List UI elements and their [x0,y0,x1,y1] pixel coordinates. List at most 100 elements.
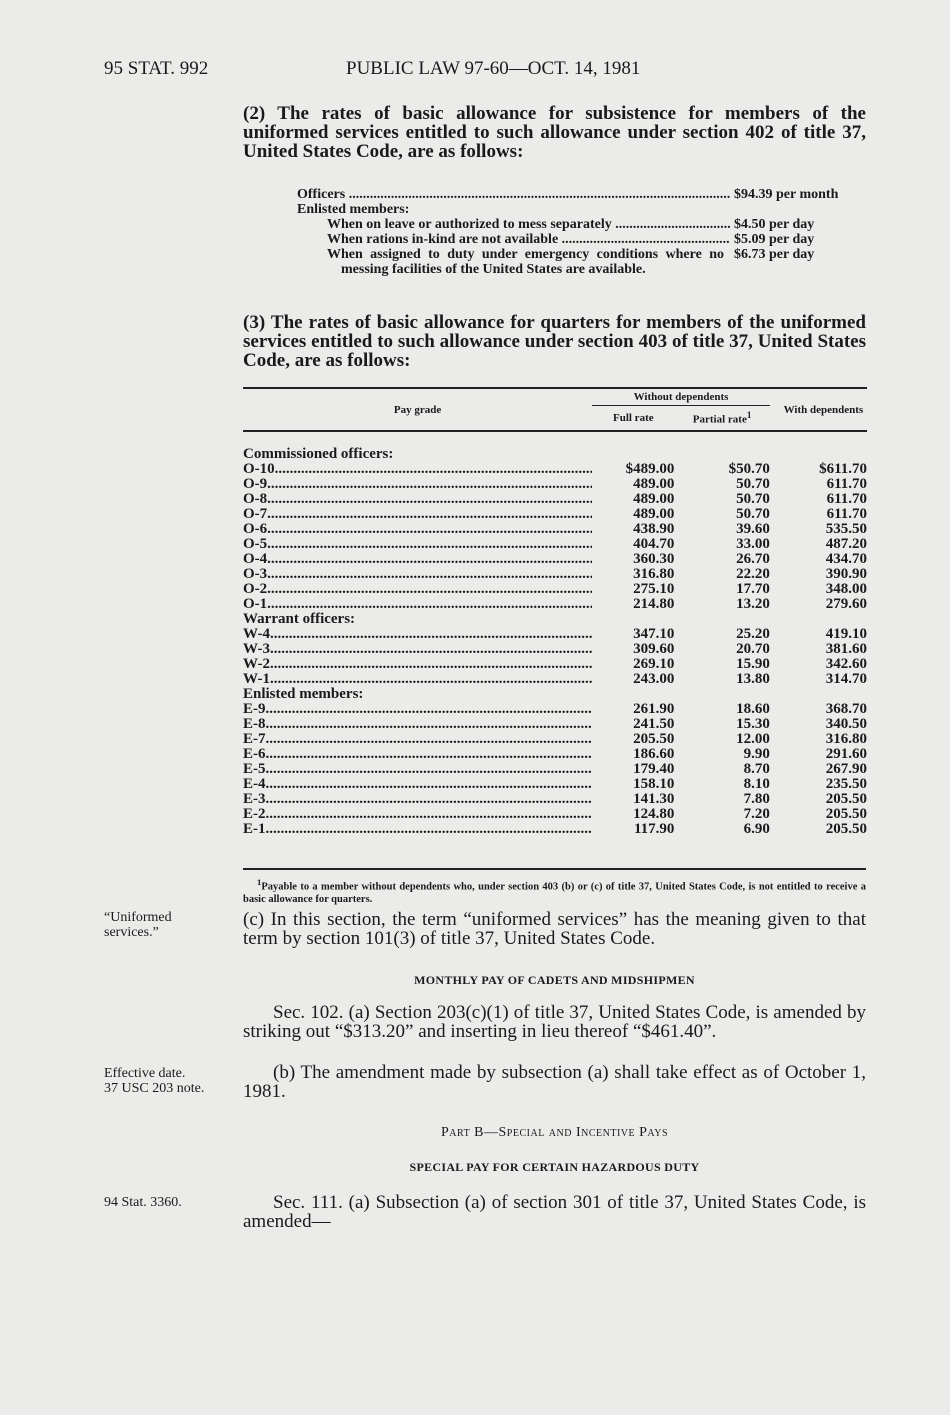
pay-grade-cell: E-8 [243,717,592,732]
pay-grade-cell: O-8 [243,492,592,507]
group-title: Warrant officers: [243,611,356,627]
pay-grade-cell: O-7 [243,507,592,522]
section-102a: Sec. 102. (a) Section 203(c)(1) of title… [243,1002,866,1042]
table-row: E-5 179.40 8.70 267.90 [243,762,867,777]
margin-stat-ref: 94 Stat. 3360. [104,1195,182,1210]
rate-item: When assigned to duty under emergency co… [327,247,815,277]
partial-rate-cell: 7.80 [743,791,770,807]
full-rate-cell: 404.70 [633,536,675,552]
partial-rate-cell: 33.00 [736,536,770,552]
with-dependents-cell: 205.50 [825,821,867,837]
margin-effective-date: Effective date. [104,1066,186,1081]
table-row: O-8 489.00 50.70 611.70 [243,492,867,507]
group-heading-row: Warrant officers: [243,612,867,627]
pay-grade-cell: O-3 [243,567,592,582]
pay-grade-cell: O-4 [243,552,592,567]
table-row: O-3 316.80 22.20 390.90 [243,567,867,582]
margin-usc-note: 37 USC 203 note. [104,1081,205,1096]
with-dependents-cell: 419.10 [825,626,867,642]
section-102b: (b) The amendment made by subsection (a)… [243,1062,866,1102]
page-stat-number: 95 STAT. 992 [104,58,209,79]
pay-grade-cell: E-1 [243,822,592,837]
partial-rate-cell: 50.70 [736,506,770,522]
partial-rate-cell: 39.60 [736,521,770,537]
partial-rate-cell: 8.70 [743,761,770,777]
pay-grade-cell: W-4 [243,627,592,642]
with-dependents-cell: 487.20 [825,536,867,552]
rate-officers: Officers$94.39 per month [297,187,867,202]
table-row: O-4 360.30 26.70 434.70 [243,552,867,567]
pay-grade-cell: W-3 [243,642,592,657]
table-row: O-1 214.80 13.20 279.60 [243,597,867,612]
full-rate-cell: 214.80 [633,596,675,612]
with-dependents-cell: 535.50 [825,521,867,537]
with-dependents-cell: $611.70 [819,461,867,477]
table-row: W-1 243.00 13.80 314.70 [243,672,867,687]
pay-grade-cell: E-5 [243,762,592,777]
partial-rate-cell: 9.90 [743,746,770,762]
partial-rate-cell: 22.20 [736,566,770,582]
rate-item: When rations in-kind are not available$5… [297,232,867,247]
pay-grade-cell: W-1 [243,672,592,687]
table-row: E-2 124.80 7.20 205.50 [243,807,867,822]
enlisted-heading: Enlisted members: [297,202,410,217]
with-dependents-cell: 390.90 [825,566,867,582]
table-row: E-6 186.60 9.90 291.60 [243,747,867,762]
table-row: E-4 158.10 8.10 235.50 [243,777,867,792]
partial-rate-cell: 15.30 [736,716,770,732]
table-row: W-2 269.10 15.90 342.60 [243,657,867,672]
full-rate-cell: 261.90 [633,701,675,717]
table-row: W-3 309.60 20.70 381.60 [243,642,867,657]
group-heading-row: Enlisted members: [243,687,867,702]
table-row: O-7 489.00 50.70 611.70 [243,507,867,522]
group-title: Commissioned officers: [243,446,394,462]
with-dependents-cell: 205.50 [825,791,867,807]
running-header: PUBLIC LAW 97-60—OCT. 14, 1981 [346,58,641,79]
with-dependents-cell: 611.70 [826,476,867,492]
pay-grade-cell: E-6 [243,747,592,762]
with-dependents-cell: 235.50 [825,776,867,792]
full-rate-cell: 124.80 [633,806,675,822]
pay-grade-cell: E-4 [243,777,592,792]
with-dependents-cell: 316.80 [825,731,867,747]
rate-item: When on leave or authorized to mess sepa… [297,217,867,232]
full-rate-cell: 360.30 [633,551,675,567]
partial-rate-cell: $50.70 [728,461,770,477]
with-dependents-cell: 267.90 [825,761,867,777]
pay-grade-cell: O-5 [243,537,592,552]
with-dependents-cell: 205.50 [825,806,867,822]
partial-rate-cell: 17.70 [736,581,770,597]
group-title: Enlisted members: [243,686,364,702]
paragraph-2: (2) The rates of basic allowance for sub… [243,103,866,162]
table-row: E-3 141.30 7.80 205.50 [243,792,867,807]
partial-rate-cell: 15.90 [736,656,770,672]
paragraph-c: (c) In this section, the term “uniformed… [243,909,866,949]
partial-rate-cell: 20.70 [736,641,770,657]
pay-grade-cell: E-3 [243,792,592,807]
table-row: O-2 275.10 17.70 348.00 [243,582,867,597]
pay-grade-cell: W-2 [243,657,592,672]
full-rate-cell: $489.00 [625,461,675,477]
pay-grade-cell: O-9 [243,477,592,492]
pay-grade-cell: O-6 [243,522,592,537]
table-footnote: 1Payable to a member without dependents … [243,868,866,906]
full-rate-cell: 316.80 [633,566,675,582]
full-rate-cell: 489.00 [633,491,675,507]
partial-rate-cell: 6.90 [743,821,770,837]
full-rate-cell: 186.60 [633,746,675,762]
col-without-dependents: Without dependents [592,388,770,406]
section-111: Sec. 111. (a) Subsection (a) of section … [243,1192,866,1232]
partial-rate-cell: 8.10 [743,776,770,792]
full-rate-cell: 347.10 [633,626,675,642]
group-heading-row: Commissioned officers: [243,447,867,462]
pay-grade-cell: O-10 [243,462,592,477]
partial-rate-cell: 13.80 [736,671,770,687]
with-dependents-cell: 342.60 [825,656,867,672]
partial-rate-cell: 7.20 [743,806,770,822]
full-rate-cell: 438.90 [633,521,675,537]
quarters-allowance-table: Pay grade Without dependents With depend… [243,387,867,837]
full-rate-cell: 275.10 [633,581,675,597]
with-dependents-cell: 348.00 [825,581,867,597]
full-rate-cell: 243.00 [633,671,675,687]
